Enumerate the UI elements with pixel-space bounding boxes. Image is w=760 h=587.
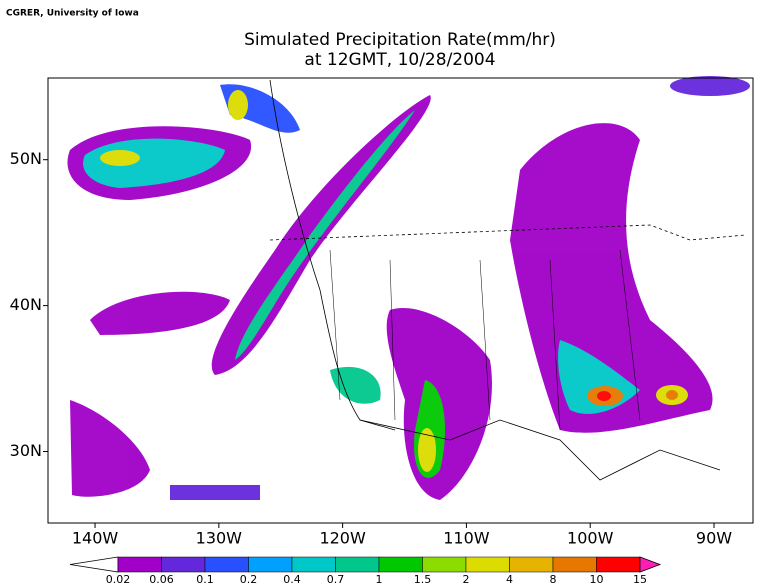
rain-area	[670, 76, 750, 96]
colorbar-label: 0.06	[149, 573, 174, 586]
rain-area	[90, 291, 230, 335]
rain-area	[418, 428, 436, 472]
rain-area	[330, 366, 381, 404]
colorbar-segment	[248, 556, 293, 573]
rain-area	[228, 90, 248, 120]
border	[269, 224, 746, 241]
precip-field	[67, 76, 750, 500]
title-line: Simulated Precipitation Rate(mm/hr)	[244, 30, 556, 50]
boundaries	[269, 79, 746, 481]
map-frame	[47, 77, 754, 524]
colorbar-segment	[335, 556, 380, 573]
colorbar-segment	[596, 556, 641, 573]
colorbar-label: 1.5	[414, 573, 432, 586]
colorbar-label: 0.7	[327, 573, 345, 586]
coastline	[269, 79, 396, 431]
state-line	[329, 249, 641, 431]
colorbar-segment	[552, 556, 597, 573]
y-tick-label: 30N	[10, 441, 42, 460]
border	[359, 419, 721, 481]
x-tick-label: 110W	[443, 529, 490, 548]
colorbar-segment	[204, 556, 249, 573]
colorbar-label: 10	[590, 573, 604, 586]
rain-area	[235, 110, 415, 360]
colorbar-label: 1	[376, 573, 383, 586]
colorbar-segment	[509, 556, 554, 573]
rain-area	[170, 485, 260, 500]
colorbar-label: 0.1	[196, 573, 214, 586]
colorbar-segment	[161, 556, 206, 573]
rain-area	[70, 400, 150, 497]
colorbar-low	[69, 556, 119, 573]
x-tick-label: 90W	[696, 529, 732, 548]
colorbar-segment	[291, 556, 336, 573]
colorbar-label: 0.02	[106, 573, 131, 586]
colorbar-label: 4	[506, 573, 513, 586]
x-tick-label: 130W	[196, 529, 243, 548]
credit: CGRER, University of Iowa	[6, 9, 139, 19]
colorbar-label: 0.4	[283, 573, 301, 586]
colorbar-label: 8	[550, 573, 557, 586]
colorbar-segment	[422, 556, 467, 573]
rain-area	[100, 150, 140, 166]
colorbar-label: 15	[633, 573, 647, 586]
colorbar-segment	[378, 556, 423, 573]
title-line: at 12GMT, 10/28/2004	[304, 50, 495, 70]
x-tick-label: 120W	[319, 529, 366, 548]
colorbar-label: 0.2	[240, 573, 258, 586]
colorbar-label: 2	[463, 573, 470, 586]
y-tick-label: 50N	[10, 149, 42, 168]
colorbar-high	[639, 556, 662, 573]
rain-area	[666, 390, 678, 400]
x-tick-label: 100W	[567, 529, 614, 548]
x-tick-label: 140W	[72, 529, 119, 548]
colorbar-segment	[117, 556, 162, 573]
rain-area	[597, 391, 611, 401]
colorbar-segment	[465, 556, 510, 573]
y-tick-label: 40N	[10, 295, 42, 314]
